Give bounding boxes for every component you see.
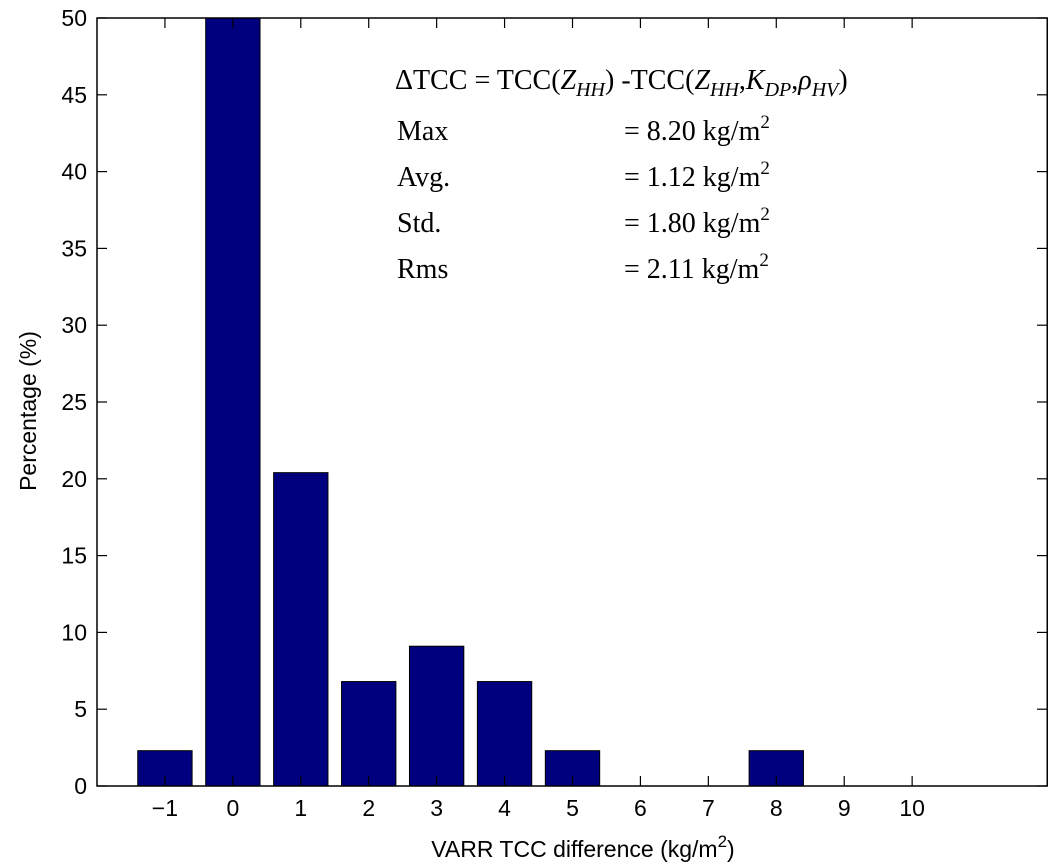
formula-hh2-sub: HH xyxy=(709,79,740,101)
x-tick-label: 1 xyxy=(294,795,307,821)
formula-z2: Z xyxy=(694,65,710,96)
stat-value: = 2.11 kg/m2 xyxy=(624,250,769,285)
formula-hv-sub: HV xyxy=(811,79,841,101)
y-tick-label: 0 xyxy=(74,773,87,799)
bar-4 xyxy=(476,681,533,787)
formula-hh-sub: HH xyxy=(575,79,606,101)
y-tick-label: 30 xyxy=(61,312,87,338)
x-tick-label: 4 xyxy=(498,795,511,821)
formula-close: ) xyxy=(838,65,847,96)
stat-value: = 1.80 kg/m2 xyxy=(624,204,770,239)
x-tick-label: 6 xyxy=(634,795,647,821)
y-tick-label: 50 xyxy=(61,5,87,31)
formula-comma1: , xyxy=(739,65,746,96)
stat-value: = 8.20 kg/m2 xyxy=(624,112,770,147)
x-axis-label-main: VARR TCC difference (kg/m xyxy=(431,836,717,862)
stat-label: Rms xyxy=(397,254,448,285)
formula-mid: ) -TCC( xyxy=(605,65,694,96)
stat-label: Avg. xyxy=(397,162,450,193)
formula-lhs: ΔTCC = TCC( xyxy=(395,65,561,96)
y-tick-label: 10 xyxy=(61,619,87,645)
y-tick-label: 25 xyxy=(61,389,87,415)
y-axis-label: Percentage (%) xyxy=(15,331,41,491)
bar-3 xyxy=(408,645,465,787)
x-tick-label: 9 xyxy=(838,795,851,821)
y-tick-label: 40 xyxy=(61,159,87,185)
bar-2 xyxy=(341,681,397,787)
stat-label: Max xyxy=(397,116,448,147)
annotation-stats: Max = 8.20 kg/m2 Avg. = 1.12 kg/m2 Std. = 1.8… xyxy=(397,112,770,285)
x-tick-label: 10 xyxy=(899,795,925,821)
x-axis-label: VARR TCC difference (kg/m2) xyxy=(431,832,734,862)
stat-value: = 1.12 kg/m2 xyxy=(624,158,770,193)
x-tick-label: 5 xyxy=(566,795,579,821)
formula-dp-sub: DP xyxy=(764,79,792,101)
bar-1 xyxy=(273,472,329,787)
x-axis-label-sup: 2 xyxy=(718,832,727,851)
y-ticks-group: 0 5 10 15 20 25 30 35 40 45 50 xyxy=(61,5,1047,799)
x-tick-label: 0 xyxy=(226,795,239,821)
x-tick-label: 2 xyxy=(362,795,375,821)
stat-label: Std. xyxy=(397,208,441,239)
bars-group xyxy=(137,17,804,787)
annotation-formula: ΔTCC = TCC(ZHH) -TCC(ZHH,KDP,ρHV) xyxy=(395,65,848,101)
y-tick-label: 20 xyxy=(61,466,87,492)
formula-rho: ρ xyxy=(797,65,811,96)
formula-comma2: , xyxy=(791,65,798,96)
y-tick-label: 35 xyxy=(61,235,87,261)
bar-0 xyxy=(205,17,261,787)
x-tick-label: 3 xyxy=(430,795,443,821)
x-tick-label: 7 xyxy=(702,795,715,821)
x-tick-label: −1 xyxy=(152,795,178,821)
x-ticks-group: −1 0 1 2 3 4 5 6 7 8 9 10 xyxy=(152,18,925,821)
y-tick-label: 15 xyxy=(61,543,87,569)
y-tick-label: 45 xyxy=(61,82,87,108)
x-axis-label-end: ) xyxy=(727,836,735,862)
x-tick-label: 8 xyxy=(770,795,783,821)
y-tick-label: 5 xyxy=(74,696,87,722)
formula-z: Z xyxy=(561,65,577,96)
formula-k: K xyxy=(745,65,766,96)
